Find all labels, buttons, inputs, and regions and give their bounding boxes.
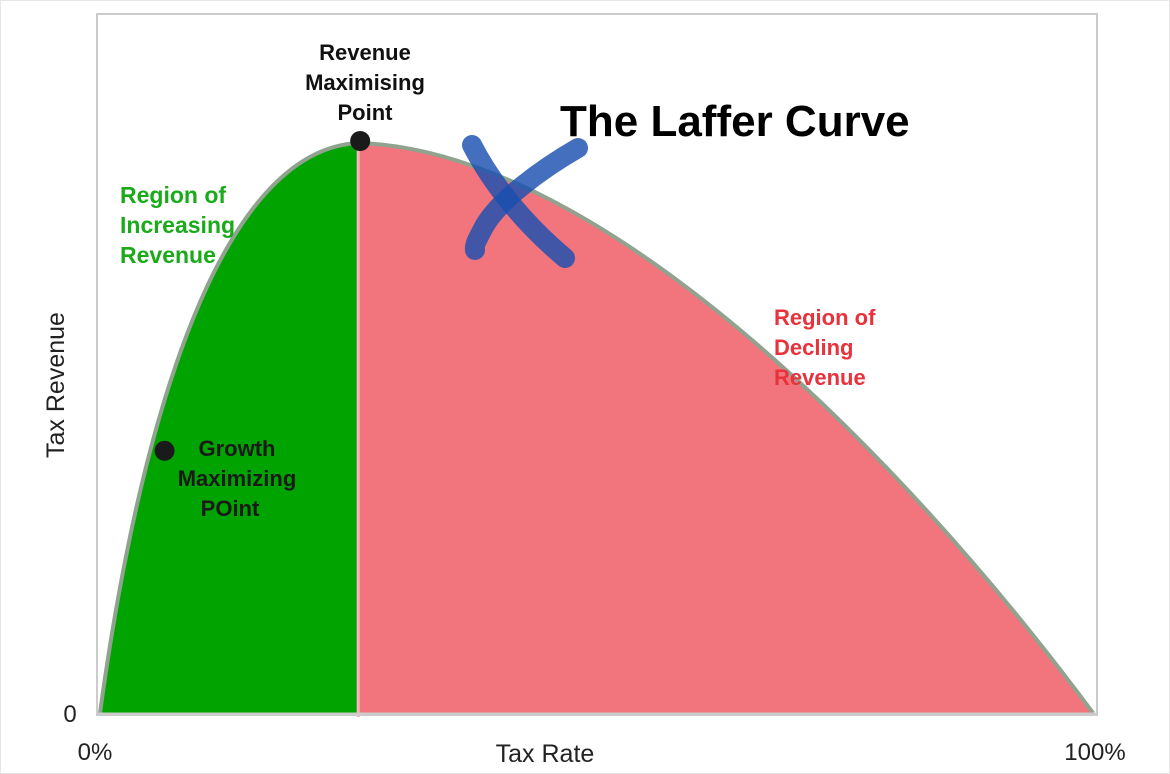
revenue-max-label-1: Revenue xyxy=(319,40,411,65)
increasing-region-label-1: Region of xyxy=(120,182,226,208)
y-tick-0: 0 xyxy=(63,701,76,728)
revenue-maximising-point-marker xyxy=(350,131,371,151)
declining-region-label-2: Decling xyxy=(774,335,853,360)
growth-max-label-3: POint xyxy=(201,496,260,521)
declining-region-label-3: Revenue xyxy=(774,365,866,390)
x-tick-100: 100% xyxy=(1064,739,1125,766)
chart-title: The Laffer Curve xyxy=(560,97,910,146)
x-axis-label: Tax Rate xyxy=(496,740,595,768)
increasing-region-label-3: Revenue xyxy=(120,242,216,268)
revenue-max-label-2: Maximising xyxy=(305,70,425,95)
increasing-region-label-2: Increasing xyxy=(120,212,235,238)
declining-region-fill xyxy=(358,143,1093,713)
growth-max-label-1: Growth xyxy=(199,436,276,461)
declining-region-label-1: Region of xyxy=(774,305,876,330)
laffer-curve-line xyxy=(98,140,1095,715)
growth-max-label-2: Maximizing xyxy=(178,466,297,491)
cross-stroke-2 xyxy=(464,138,588,260)
cross-annotation xyxy=(462,135,588,268)
y-axis-label: Tax Revenue xyxy=(42,312,70,458)
x-tick-0: 0% xyxy=(78,739,113,766)
growth-maximizing-point-marker xyxy=(154,440,175,461)
increasing-region-fill xyxy=(100,143,359,713)
revenue-max-label-3: Point xyxy=(338,100,394,125)
